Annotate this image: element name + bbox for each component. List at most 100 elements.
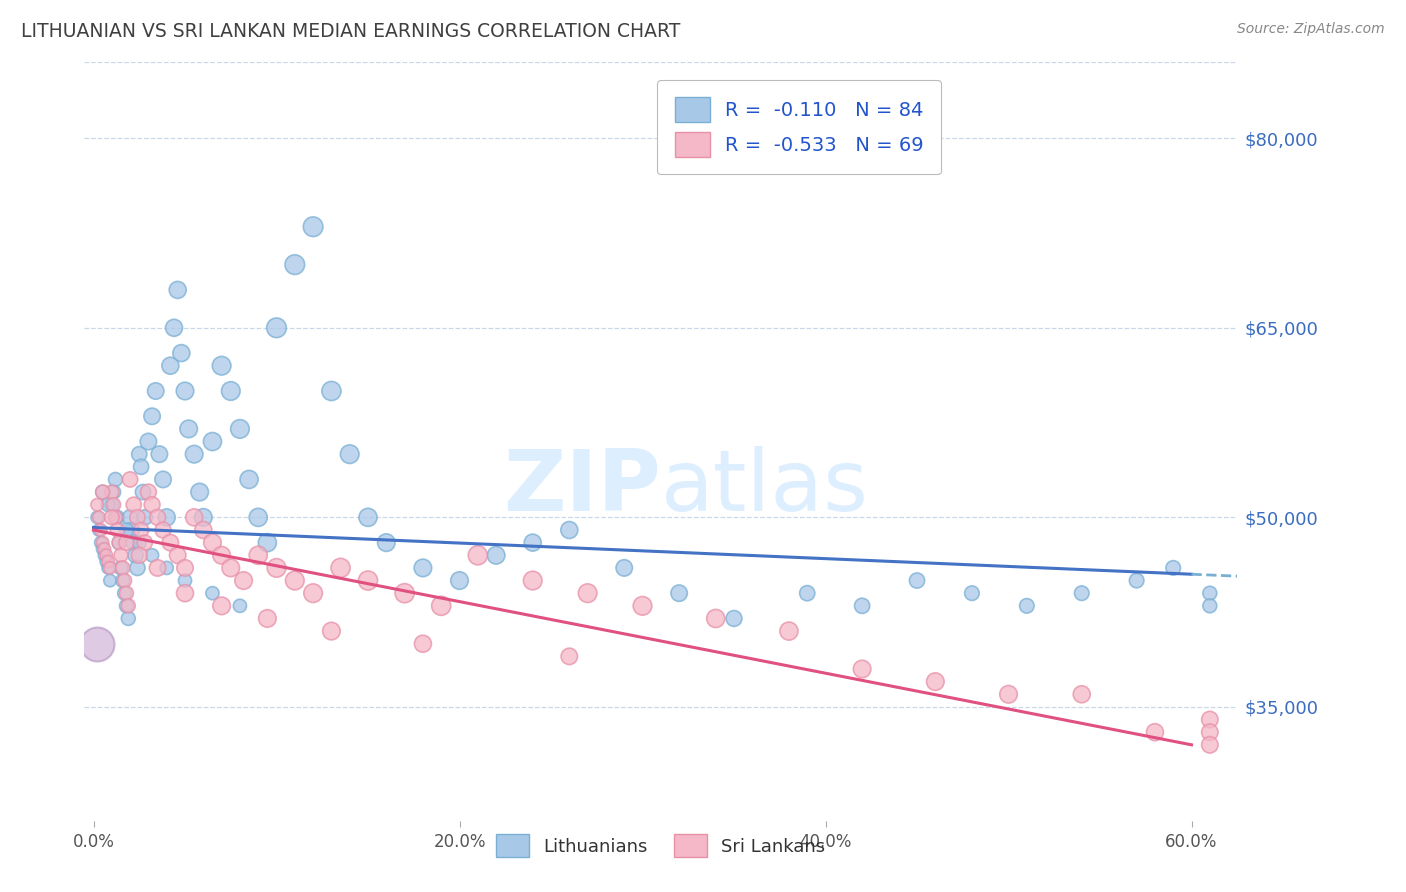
Point — [357, 510, 380, 524]
Point — [174, 561, 197, 575]
Point — [146, 561, 169, 575]
Point — [122, 535, 145, 549]
Point — [104, 473, 127, 487]
Point — [997, 687, 1019, 701]
Point — [174, 384, 197, 398]
Point — [394, 586, 416, 600]
Point — [174, 586, 197, 600]
Point — [103, 485, 125, 500]
Point — [110, 561, 132, 575]
Point — [166, 283, 188, 297]
Point — [321, 384, 343, 398]
Point — [152, 523, 174, 537]
Point — [101, 510, 124, 524]
Point — [138, 485, 160, 500]
Point — [266, 561, 288, 575]
Point — [796, 586, 818, 600]
Point — [117, 611, 139, 625]
Point — [108, 535, 131, 549]
Point — [256, 535, 278, 549]
Point — [163, 320, 186, 334]
Point — [138, 434, 160, 449]
Point — [321, 624, 343, 639]
Point — [1198, 725, 1220, 739]
Point — [238, 473, 260, 487]
Point — [127, 561, 149, 575]
Point — [631, 599, 654, 613]
Point — [114, 586, 136, 600]
Point — [156, 510, 179, 524]
Point — [91, 541, 114, 556]
Point — [1198, 599, 1220, 613]
Point — [91, 485, 114, 500]
Point — [905, 574, 928, 588]
Point — [127, 510, 149, 524]
Point — [97, 561, 120, 575]
Point — [91, 485, 114, 500]
Point — [193, 523, 215, 537]
Point — [105, 510, 128, 524]
Point — [1198, 586, 1220, 600]
Point — [339, 447, 361, 461]
Point — [108, 535, 131, 549]
Point — [256, 611, 278, 625]
Point — [97, 498, 120, 512]
Point — [851, 599, 873, 613]
Point — [467, 548, 489, 563]
Text: atlas: atlas — [661, 445, 869, 529]
Point — [166, 548, 188, 563]
Point — [124, 548, 146, 563]
Point — [1161, 561, 1184, 575]
Point — [266, 320, 288, 334]
Point — [449, 574, 471, 588]
Point — [115, 599, 138, 613]
Point — [156, 561, 179, 575]
Point — [302, 586, 325, 600]
Point — [375, 535, 398, 549]
Point — [183, 510, 205, 524]
Point — [128, 535, 150, 549]
Point — [1125, 574, 1147, 588]
Point — [115, 586, 138, 600]
Point — [211, 599, 233, 613]
Text: ZIP: ZIP — [503, 445, 661, 529]
Point — [117, 599, 139, 613]
Point — [613, 561, 636, 575]
Point — [132, 485, 155, 500]
Point — [114, 574, 136, 588]
Point — [120, 510, 142, 524]
Point — [219, 384, 242, 398]
Point — [1015, 599, 1038, 613]
Point — [101, 498, 124, 512]
Point — [134, 535, 156, 549]
Point — [1198, 713, 1220, 727]
Point — [90, 535, 112, 549]
Point — [93, 548, 115, 563]
Point — [558, 649, 581, 664]
Point — [558, 523, 581, 537]
Point — [211, 548, 233, 563]
Point — [247, 548, 270, 563]
Point — [412, 637, 434, 651]
Point — [134, 510, 156, 524]
Point — [851, 662, 873, 676]
Point — [129, 523, 152, 537]
Point — [485, 548, 508, 563]
Point — [960, 586, 983, 600]
Point — [128, 548, 150, 563]
Point — [141, 498, 163, 512]
Point — [778, 624, 800, 639]
Point — [93, 541, 115, 556]
Point — [229, 422, 252, 436]
Point — [219, 561, 242, 575]
Point — [201, 434, 224, 449]
Point — [170, 346, 193, 360]
Point — [121, 523, 143, 537]
Point — [141, 409, 163, 424]
Point — [247, 510, 270, 524]
Point — [576, 586, 599, 600]
Point — [188, 485, 211, 500]
Point — [211, 359, 233, 373]
Point — [96, 548, 118, 563]
Point — [105, 523, 128, 537]
